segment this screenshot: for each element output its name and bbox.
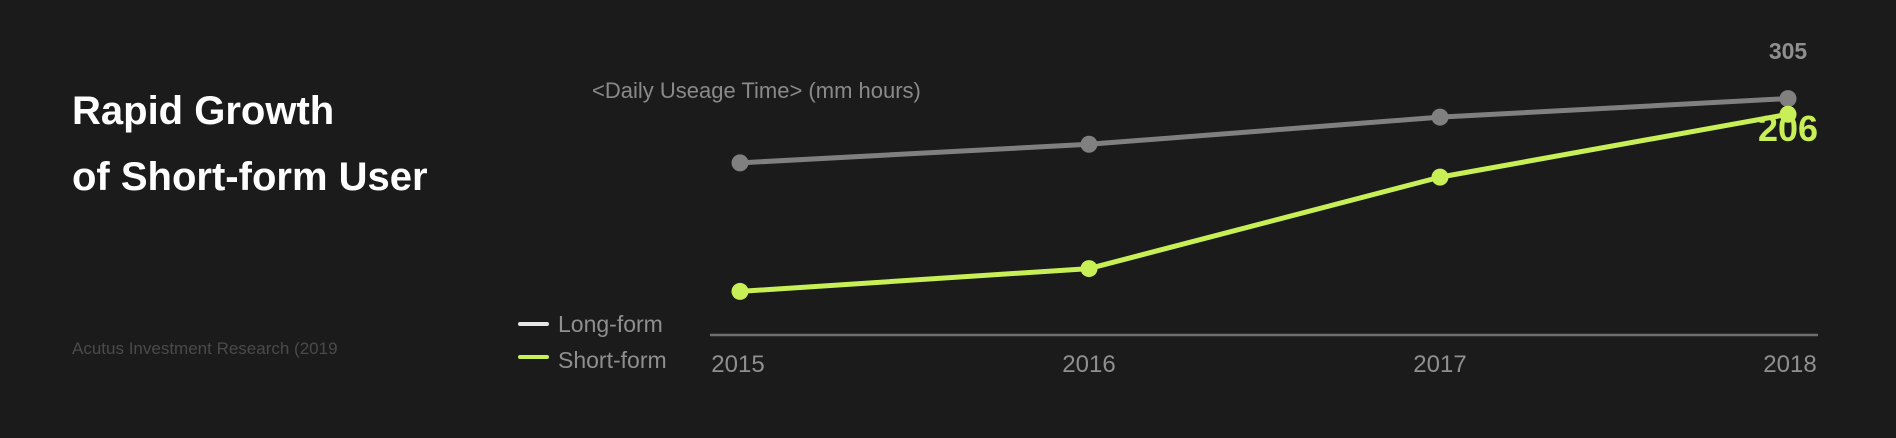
series-layer [731,90,1797,300]
short-form-point-2015 [731,282,749,300]
long-form-point-2017 [1431,108,1449,126]
chart-title: Rapid Growth of Short-form User [72,78,428,210]
short-form-point-2016 [1080,260,1098,278]
long-form-end-label: 305 [1769,38,1808,64]
long-form-point-2018 [1779,90,1797,108]
long-form-point-2016 [1080,135,1098,153]
source-note: Acutus Investment Research (2019 [72,339,338,358]
short-form-point-2017 [1431,168,1449,186]
long-form-point-2015 [731,154,749,172]
title-line-1: Rapid Growth [72,89,335,133]
short-form-end-label: 206 [1758,108,1818,149]
short-form-point-2018 [1779,105,1797,123]
unit-label: <Daily Useage Time> (mm hours) [592,78,921,103]
x-tick-label: 2018 [1763,351,1816,378]
x-tick-label: 2017 [1413,351,1466,378]
x-tick-label: 2016 [1062,351,1115,378]
short-form-line [739,111,1789,294]
legend-label-long-form: Long-form [558,311,663,337]
legend-label-short-form: Short-form [558,347,667,373]
long-form-line [739,96,1789,166]
title-line-2: of Short-form User [72,155,428,199]
x-tick-label: 2015 [711,351,764,378]
